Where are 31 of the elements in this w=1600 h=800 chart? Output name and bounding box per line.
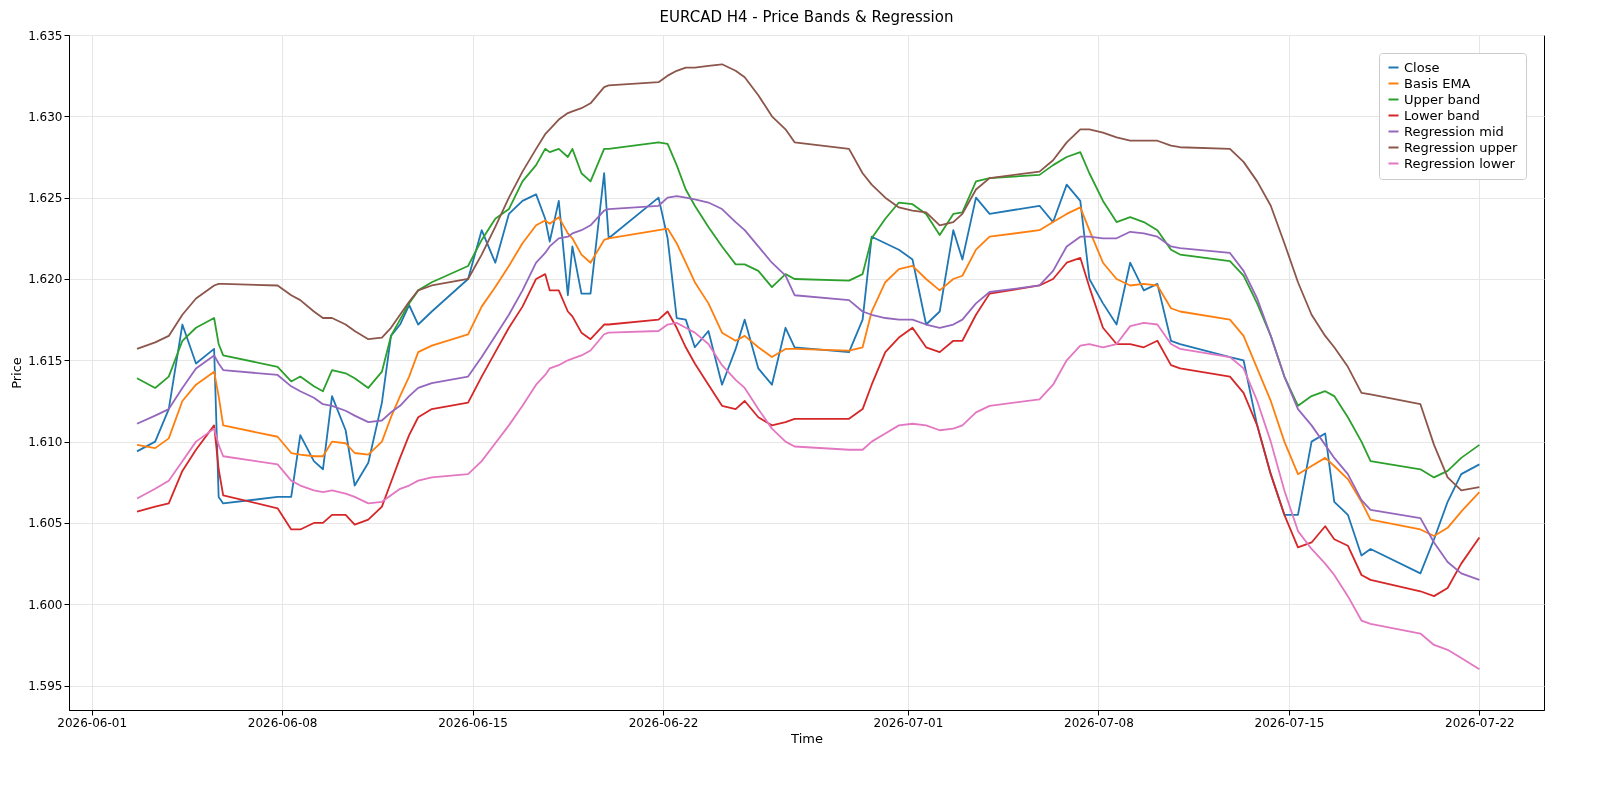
y-tick-label: 1.605 (28, 516, 63, 531)
x-tick-label: 2026-07-01 (873, 715, 944, 730)
y-axis-title: Price (9, 357, 25, 389)
y-tick-label: 1.610 (28, 435, 63, 450)
x-tick-label: 2026-06-01 (57, 715, 128, 730)
y-tick-label: 1.635 (28, 28, 63, 43)
x-tick-label: 2026-07-08 (1064, 715, 1134, 730)
legend-label: Upper band (1404, 91, 1481, 107)
legend-label: Regression mid (1404, 123, 1504, 139)
line-series (136, 63, 1481, 492)
legend-label: Basis EMA (1404, 75, 1471, 91)
line-series (136, 141, 1481, 479)
x-tick-label: 2026-06-22 (628, 715, 699, 730)
legend-label: Lower band (1404, 107, 1480, 123)
y-tick-label: 1.620 (28, 272, 63, 287)
x-axis-title: Time (790, 730, 823, 746)
x-tick-label: 2026-06-15 (438, 715, 508, 730)
y-tick-label: 1.615 (28, 353, 63, 368)
line-series (136, 321, 1481, 671)
y-tick-label: 1.630 (28, 109, 63, 124)
chart-title: EURCAD H4 - Price Bands & Regression (659, 8, 954, 26)
x-tick-label: 2026-07-22 (1445, 715, 1515, 730)
legend-label: Regression lower (1404, 155, 1516, 171)
y-tick-label: 1.600 (28, 597, 63, 612)
line-series (136, 256, 1481, 598)
x-tick-label: 2026-07-15 (1254, 715, 1325, 730)
legend-label: Close (1404, 59, 1440, 75)
y-tick-label: 1.625 (28, 191, 63, 206)
legend-label: Regression upper (1404, 139, 1518, 155)
x-tick-label: 2026-06-08 (247, 715, 318, 730)
y-tick-label: 1.595 (28, 679, 63, 694)
